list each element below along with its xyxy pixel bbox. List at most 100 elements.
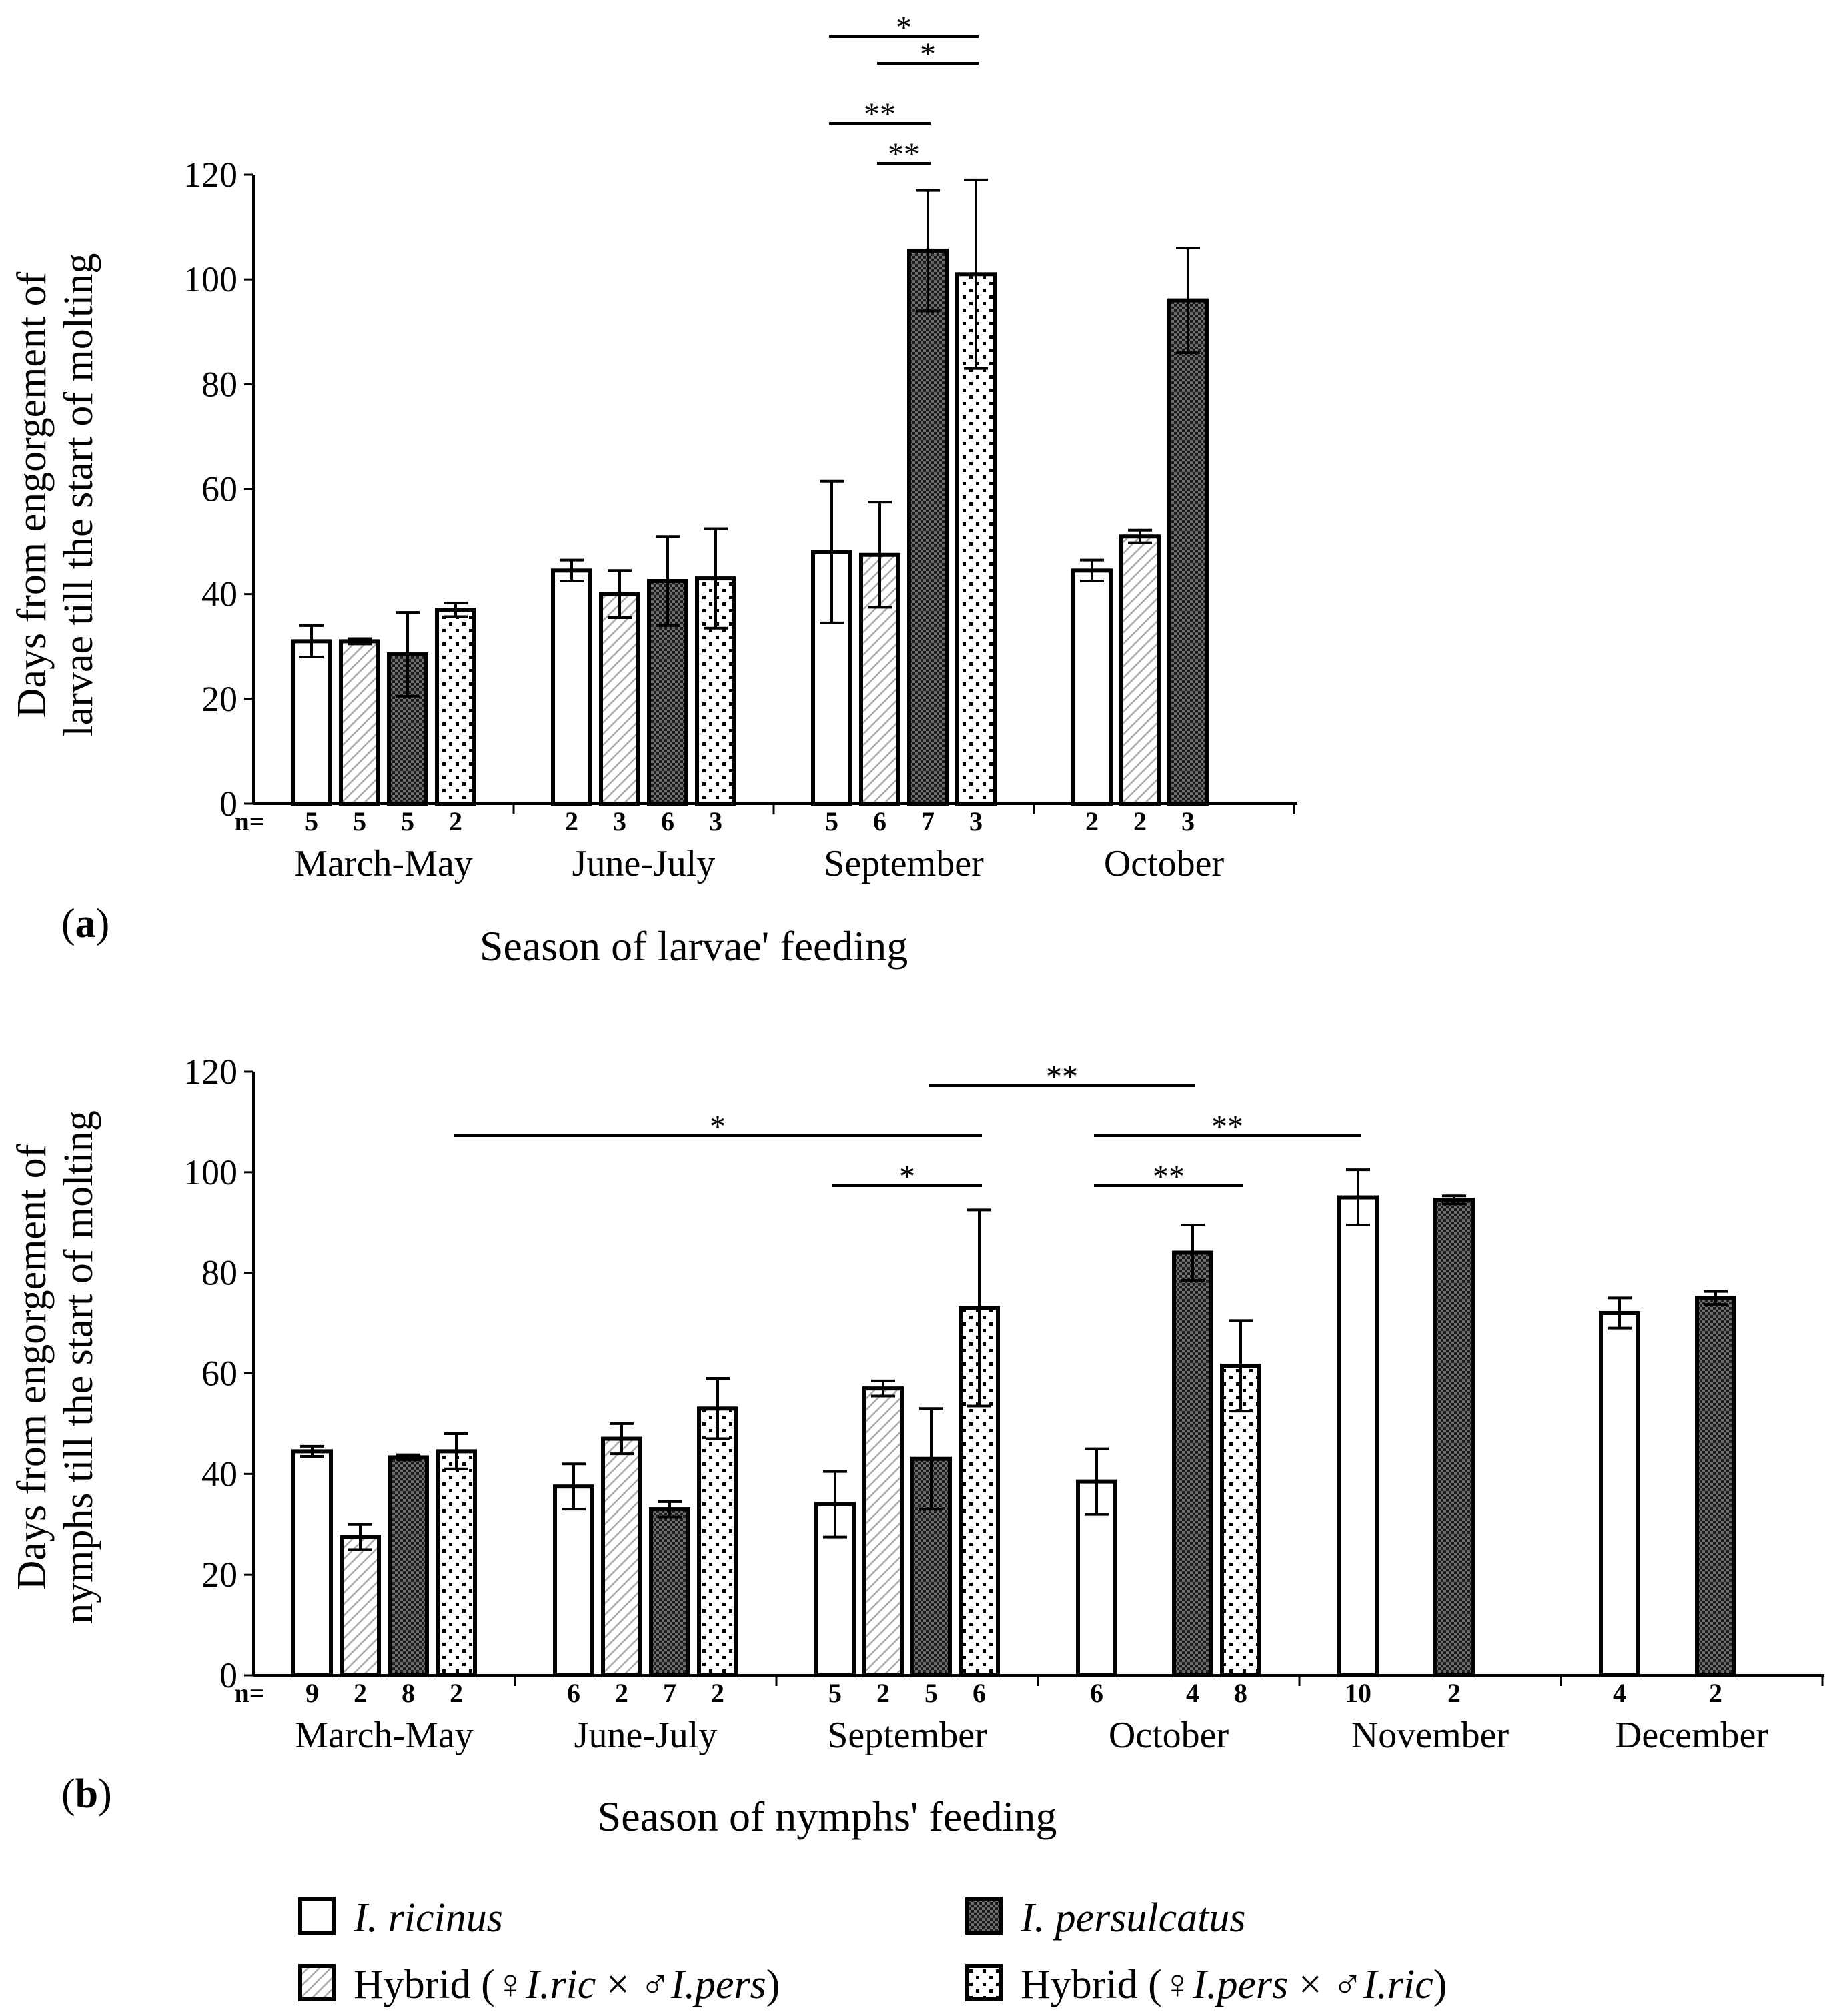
panel-a-bar-hybrid-ric-pers bbox=[339, 639, 380, 806]
panel-b-n-label: 6 bbox=[1090, 1678, 1103, 1708]
panel-b-significance-label: * bbox=[710, 1109, 726, 1144]
panel-a-n-label: 5 bbox=[353, 806, 366, 836]
panel-b-bar-persulcatus bbox=[1172, 1250, 1213, 1677]
panel-b-label: (b) bbox=[61, 1771, 112, 1817]
panel-b-letter: b bbox=[75, 1771, 98, 1817]
panel-b-n-prefix: n= bbox=[234, 1678, 264, 1708]
panel-b-n-label: 5 bbox=[925, 1678, 938, 1708]
panel-a-y-tick-label: 80 bbox=[201, 364, 237, 404]
panel-b-category-label: March-May bbox=[295, 1715, 473, 1756]
panel-b-y-tick-label: 0 bbox=[219, 1655, 237, 1695]
panel-a-n-label: 3 bbox=[1181, 806, 1195, 836]
panel-b-n-label: 8 bbox=[402, 1678, 415, 1708]
panel-a-n-label: 3 bbox=[969, 806, 983, 836]
panel-b-bar-persulcatus bbox=[1695, 1296, 1736, 1677]
panel-b-n-label: 2 bbox=[711, 1678, 724, 1708]
panel-a-bar-hybrid-ric-pers bbox=[599, 592, 640, 806]
panel-b-y-tick-label: 60 bbox=[201, 1354, 237, 1394]
panel-a-y-title-line2: larvae till the start of molting bbox=[56, 253, 101, 737]
panel-a-n-label: 2 bbox=[1133, 806, 1147, 836]
panel-a-bar-hybrid-pers-ric bbox=[435, 608, 476, 806]
panel-a-x-title: Season of larvae' feeding bbox=[480, 922, 908, 970]
panel-b-y-tick-label: 120 bbox=[183, 1052, 237, 1092]
panel-b-y-tick-label: 40 bbox=[201, 1454, 237, 1494]
panel-b-bar-ricinus bbox=[1337, 1195, 1379, 1677]
panel-b-n-label: 2 bbox=[354, 1678, 367, 1708]
panel-a-category-label: September bbox=[824, 843, 984, 884]
legend-swatch-ricinus bbox=[298, 1897, 336, 1935]
panel-b-n-label: 8 bbox=[1234, 1678, 1247, 1708]
panel-a-significance-label: * bbox=[896, 10, 912, 45]
panel-b-category-label: September bbox=[827, 1715, 987, 1756]
panel-a-n-label: 3 bbox=[613, 806, 626, 836]
legend-swatch-hybrid-ric-pers bbox=[298, 1964, 336, 2001]
panel-b-bar-hybrid-pers-ric bbox=[697, 1406, 738, 1678]
panel-b-significance-label: ** bbox=[1046, 1059, 1078, 1094]
panel-a-n-label: 6 bbox=[873, 806, 886, 836]
panel-b-n-label: 2 bbox=[450, 1678, 463, 1708]
panel-b-y-title-line2: nymphs till the start of molting bbox=[56, 1110, 101, 1624]
panel-a-label: (a) bbox=[61, 901, 109, 946]
panel-a-y-tick-label: 120 bbox=[183, 155, 237, 195]
panel-b-x-title: Season of nymphs' feeding bbox=[598, 1793, 1057, 1840]
panel-a-n-prefix: n= bbox=[234, 806, 264, 836]
panel-a-bar-persulcatus bbox=[1167, 298, 1209, 806]
panel-b-n-label: 2 bbox=[1709, 1678, 1722, 1708]
panel-a-bar-ricinus bbox=[1071, 568, 1113, 806]
panel-b-y-title-line1: Days from engorgement of bbox=[9, 1144, 55, 1590]
panel-a-significance-label: ** bbox=[864, 97, 896, 132]
panel-b-n-label: 7 bbox=[663, 1678, 676, 1708]
legend: I. ricinus Hybrid (♀I.ric × ♂I.pers) I. … bbox=[298, 1895, 1447, 2007]
panel-a-n-label: 2 bbox=[449, 806, 462, 836]
panel-a-category-label: October bbox=[1104, 843, 1225, 884]
panel-b-bar-persulcatus bbox=[649, 1507, 690, 1677]
panel-a-y-tick-label: 20 bbox=[201, 679, 237, 719]
panel-a-bar-hybrid-ric-pers bbox=[1119, 534, 1161, 806]
legend-label-persulcatus: I. persulcatus bbox=[1020, 1895, 1246, 1941]
panel-b-n-label: 4 bbox=[1186, 1678, 1199, 1708]
panel-b-bar-ricinus bbox=[553, 1484, 594, 1677]
panel-b-bar-hybrid-pers-ric bbox=[436, 1449, 477, 1677]
legend-label-hybrid-ric-pers: Hybrid (♀I.ric × ♂I.pers) bbox=[354, 1962, 780, 2007]
panel-b-n-label: 2 bbox=[876, 1678, 890, 1708]
panel-a-significance-label: * bbox=[920, 37, 936, 72]
panel-a-n-label: 5 bbox=[401, 806, 414, 836]
panel-b-n-label: 6 bbox=[973, 1678, 986, 1708]
panel-a-n-label: 2 bbox=[565, 806, 578, 836]
panel-b-n-label: 6 bbox=[567, 1678, 580, 1708]
panel-b-n-label: 10 bbox=[1345, 1678, 1371, 1708]
panel-b-significance-label: ** bbox=[1153, 1159, 1185, 1194]
legend-swatch-persulcatus bbox=[965, 1897, 1003, 1935]
panel-b-bar-persulcatus bbox=[1433, 1198, 1475, 1677]
panel-b-bar-ricinus bbox=[291, 1449, 333, 1677]
panel-a-category-label: March-May bbox=[294, 843, 472, 884]
panel-b-n-label: 2 bbox=[1447, 1678, 1461, 1708]
panel-b-bar-ricinus bbox=[1599, 1311, 1640, 1677]
panel-a-bar-ricinus bbox=[551, 568, 592, 806]
panel-a-y-tick-label: 100 bbox=[183, 259, 237, 299]
panel-b-chart: 0 20 40 60 80 100 120 n= 9 6 5 6 10 4 2 2 2 8 7 5 4 2 2 2 2 6 8 Mar… bbox=[183, 1052, 1824, 1756]
legend-label-hybrid-pers-ric: Hybrid (♀I.pers × ♂I.ric) bbox=[1021, 1962, 1447, 2007]
panel-a-n-label: 5 bbox=[825, 806, 838, 836]
panel-b-bar-hybrid-ric-pers bbox=[601, 1436, 642, 1678]
panel-b-y-tick-label: 20 bbox=[201, 1555, 237, 1595]
panel-b-bar-persulcatus bbox=[388, 1455, 429, 1677]
panel-b-n-label: 5 bbox=[828, 1678, 842, 1708]
panel-a-n-label: 7 bbox=[921, 806, 935, 836]
panel-a-n-label: 2 bbox=[1085, 806, 1099, 836]
panel-b-significance-label: * bbox=[899, 1159, 915, 1194]
panel-a-y-tick-label: 60 bbox=[201, 469, 237, 510]
panel-b-category-label: December bbox=[1615, 1715, 1768, 1756]
legend-swatch-hybrid-pers-ric bbox=[965, 1964, 1003, 2001]
panel-a-n-label: 5 bbox=[305, 806, 318, 836]
panel-b-category-label: November bbox=[1351, 1715, 1509, 1756]
panel-a-n-label: 3 bbox=[709, 806, 722, 836]
panel-b-bar-hybrid-ric-pers bbox=[862, 1386, 904, 1677]
legend-label-ricinus: I. ricinus bbox=[353, 1895, 503, 1941]
panel-b-category-label: June-July bbox=[574, 1715, 718, 1756]
panel-a-bar-persulcatus bbox=[907, 248, 949, 806]
panel-b-n-label: 2 bbox=[615, 1678, 628, 1708]
panel-b-n-label: 4 bbox=[1613, 1678, 1626, 1708]
panel-b-bar-hybrid-ric-pers bbox=[340, 1535, 381, 1678]
panel-a-bar-ricinus bbox=[291, 639, 332, 806]
